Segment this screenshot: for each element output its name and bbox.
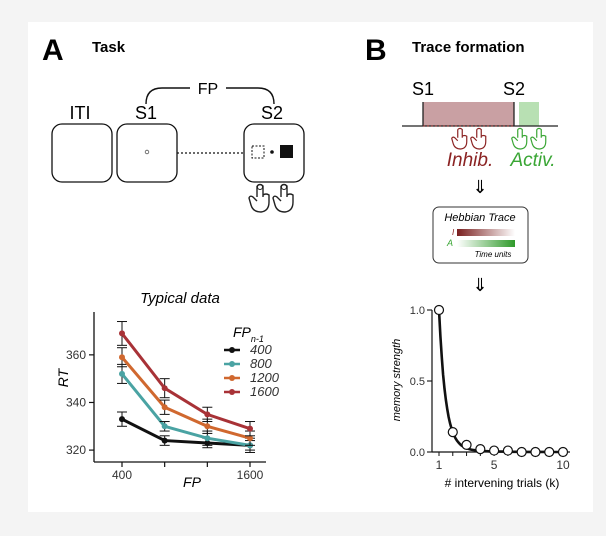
chart1-series-line [120, 332, 251, 431]
chart2-data-point [557, 446, 569, 458]
chart1-ylabel: RT [55, 367, 71, 387]
chart2-xlabel: # intervening trials (k) [445, 476, 560, 490]
chart1-data-point [119, 370, 125, 377]
chart1-legend-marker [229, 347, 235, 353]
chart1-title: Typical data [140, 290, 220, 307]
chart2-ylabel: memory strength [391, 339, 403, 422]
panel-b-letter: B [365, 34, 387, 67]
center-dot [270, 150, 274, 154]
s2-screen [243, 123, 305, 183]
chart1-y-tick-label: 340 [66, 395, 86, 409]
chart1-legend-marker [229, 389, 235, 395]
hebbian-title: Hebbian Trace [444, 212, 515, 224]
trace-s2-label: S2 [503, 79, 525, 99]
chart1-legend-label: 1200 [250, 370, 280, 385]
chart2-data-point [475, 444, 486, 455]
chart1-data-point [204, 435, 211, 442]
chart1-data-point [247, 435, 253, 442]
right-hand-icon [272, 183, 294, 213]
chart1-legend-label: 400 [250, 342, 272, 357]
inhib-label: Inhib. [447, 150, 493, 171]
chart2-data-point [530, 446, 541, 458]
right-target-filled [280, 145, 293, 158]
inhib-left-hand-icon [451, 127, 468, 150]
chart1-y-tick-label: 320 [66, 443, 86, 457]
arrow-down-2: ⇓ [472, 275, 487, 295]
chart1-data-point [161, 423, 168, 430]
chart1-x-tick-label: 400 [112, 468, 132, 482]
chart1-y-tick-label: 360 [66, 348, 86, 362]
chart2-data-point [502, 445, 513, 456]
chart1-series-line [120, 356, 251, 440]
chart1-legend-label: 800 [250, 356, 272, 371]
chart1-data-point [161, 437, 168, 444]
left-hand-icon [248, 183, 270, 213]
inhibition-window [423, 102, 514, 126]
activ-label: Activ. [509, 150, 555, 171]
chart2-y-tick-label: 0.0 [410, 447, 425, 459]
chart1-data-point [204, 423, 211, 430]
chart1-xlabel: FP [183, 474, 202, 490]
chart1-data-point [161, 404, 168, 411]
s1-label: S1 [135, 103, 157, 123]
activ-left-hand-icon [511, 127, 528, 150]
iti-screen [51, 123, 113, 183]
fp-bracket [145, 87, 275, 105]
chart2-data-point [544, 446, 555, 458]
chart1-legend-marker [229, 361, 235, 367]
chart1-series-line [120, 372, 251, 447]
chart1-x-tick-label: 1600 [237, 468, 264, 482]
legend-title-fp: FP [233, 324, 252, 340]
s2-label: S2 [261, 103, 283, 123]
legend-title-subscript: n-1 [251, 334, 264, 344]
chart1-data-point [204, 411, 211, 418]
activ-right-hand-icon [530, 127, 547, 150]
chart1-data-point [161, 385, 168, 392]
activation-gradient-bar [457, 240, 515, 247]
a-label: A [446, 238, 453, 248]
trace-s1-label: S1 [412, 79, 434, 99]
panel-b-title: Trace formation [412, 39, 525, 56]
left-target-outline [251, 145, 265, 159]
panel-a-title: Task [92, 39, 126, 56]
chart2-x-tick-label: 1 [436, 458, 443, 472]
chart2-x-tick-label: 5 [491, 458, 498, 472]
chart2-decay-curve [437, 309, 563, 454]
fixation-dot [144, 149, 150, 155]
activation-window [519, 102, 539, 126]
fp-label: FP [198, 81, 218, 98]
time-units-label: Time units [475, 250, 512, 259]
chart2-data-point [461, 439, 472, 450]
chart1-data-point [119, 416, 125, 423]
chart2-data-point [433, 304, 445, 316]
iti-label: ITI [70, 103, 91, 123]
memory-strength-chart: memory strength # intervening trials (k)… [391, 304, 570, 490]
chart1-data-point [119, 330, 125, 337]
chart1-legend-label: 1600 [250, 384, 280, 399]
chart1-legend-title: FPn-1 [233, 324, 264, 344]
chart2-y-tick-label: 1.0 [410, 305, 425, 317]
chart1-legend-marker [229, 375, 235, 381]
chart2-data-point [447, 427, 458, 438]
chart1-data-point [119, 354, 125, 361]
i-label: I [452, 228, 455, 237]
chart2-x-tick-label: 10 [556, 458, 570, 472]
arrow-down-1: ⇓ [472, 177, 487, 197]
chart2-data-point [489, 445, 500, 456]
s1-screen [116, 123, 178, 183]
chart1-data-point [247, 425, 253, 432]
panel-a-letter: A [42, 34, 64, 67]
inhib-right-hand-icon [470, 127, 487, 150]
chart2-y-tick-label: 0.5 [410, 376, 425, 388]
inhibition-gradient-bar [457, 229, 515, 236]
chart1-series-line [121, 417, 251, 447]
chart2-data-point [516, 446, 527, 458]
